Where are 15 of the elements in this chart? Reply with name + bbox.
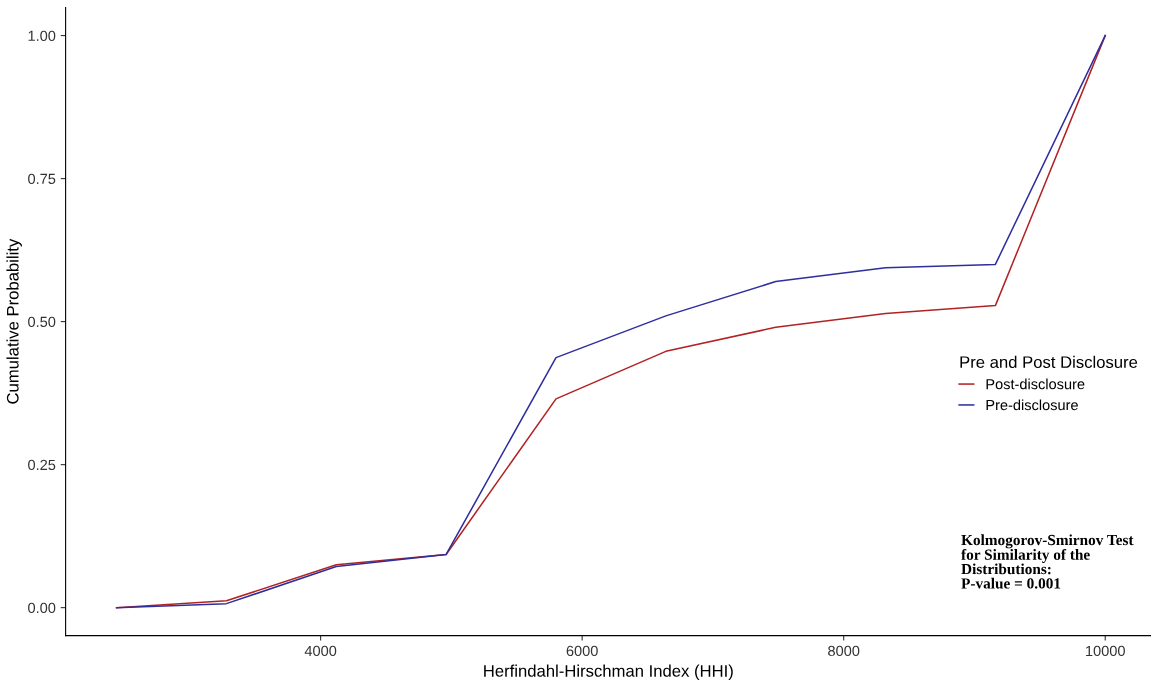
y-tick-label: 0.00 [28, 602, 56, 614]
y-tick-label: 0.75 [28, 173, 56, 185]
x-tick-label: 4000 [304, 645, 337, 657]
legend-label: Post-disclosure [986, 378, 1085, 390]
y-axis-title: Cumulative Probability [6, 238, 22, 404]
y-tick-label: 1.00 [28, 30, 56, 41]
x-axis-title: Herfindahl-Hirschman Index (HHI) [484, 664, 733, 681]
annotation: Kolmogorov-Smirnov Test for Similarity of the Distributions: P-value = 0.001 [961, 534, 1134, 589]
y-tick-label: 0.50 [28, 316, 56, 328]
x-tick-label: 8000 [828, 645, 860, 657]
x-tick-label: 10000 [1086, 645, 1125, 657]
legend-label: Pre-disclosure [986, 399, 1078, 411]
y-tick-label: 0.25 [28, 459, 56, 471]
x-tick-label: 6000 [566, 645, 598, 657]
legend-title: Pre and Post Disclosure [960, 355, 1138, 369]
